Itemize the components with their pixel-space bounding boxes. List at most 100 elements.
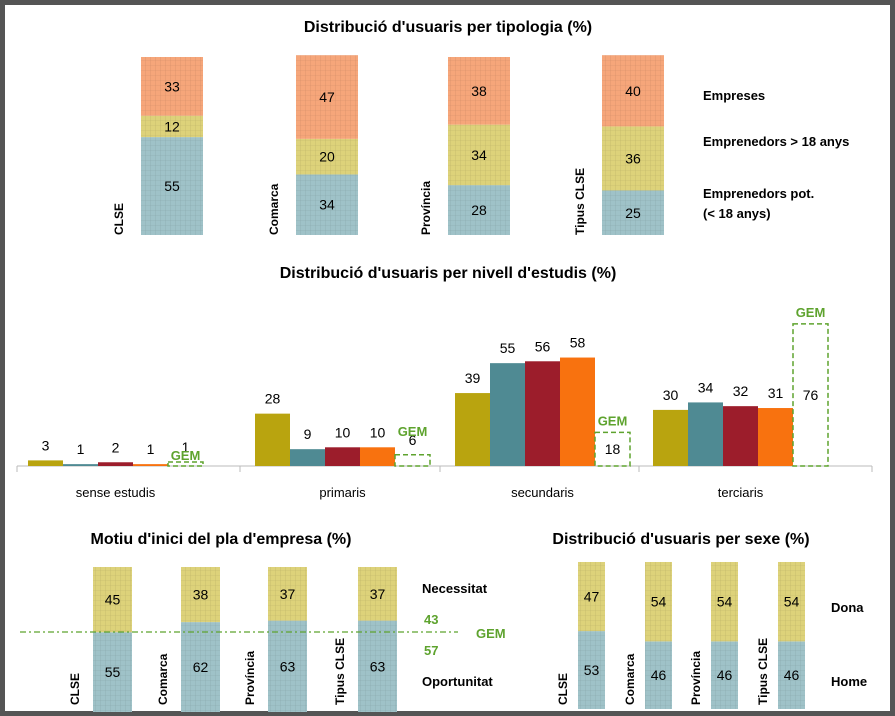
chart3-bar-0-1-texture xyxy=(181,622,220,712)
chart2-bar-1-1 xyxy=(290,449,325,466)
chart1-category-3: Tipus CLSE xyxy=(573,168,587,235)
chart2-category-3: terciaris xyxy=(718,485,764,500)
chart1-value-0-1: 34 xyxy=(319,197,335,213)
chart1-bar-2-2-texture xyxy=(448,57,510,125)
chart1-legend-2: Emprenedors pot. xyxy=(703,186,814,201)
chart3-category-0: CLSE xyxy=(68,673,82,705)
chart3-category-1: Comarca xyxy=(156,653,170,705)
chart2-value-1-2: 55 xyxy=(500,340,516,356)
chart4-bar-0-0-texture xyxy=(578,631,605,709)
chart2-bar-1-2 xyxy=(490,363,525,466)
chart4-bar-1-0-texture xyxy=(578,562,605,632)
chart4-value-1-3: 54 xyxy=(784,594,800,610)
chart2-value-0-2: 39 xyxy=(465,370,481,386)
chart1-bar-2-0-texture xyxy=(141,57,203,116)
chart3-category-2: Província xyxy=(243,651,257,705)
chart4-bar-1-3-texture xyxy=(778,562,805,642)
chart4-value-1-2: 54 xyxy=(717,594,733,610)
chart1-legend-3: (< 18 anys) xyxy=(703,206,771,221)
chart2-bar-2-0 xyxy=(98,462,133,466)
chart3-bar-1-3-texture xyxy=(358,567,397,621)
chart1-value-0-0: 55 xyxy=(164,178,180,194)
chart4-bar-0-2-texture xyxy=(711,641,738,709)
chart2-bar-1-3 xyxy=(688,402,723,466)
chart2-gem-bar-1 xyxy=(394,454,431,467)
chart2-gem-value-2: 18 xyxy=(605,441,621,457)
chart2-category-1: primaris xyxy=(319,485,366,500)
chart4-category-2: Província xyxy=(689,651,703,705)
chart2-value-1-1: 9 xyxy=(304,426,312,442)
chart3-bar-1-0-texture xyxy=(93,567,132,633)
chart4-bar-1-1-texture xyxy=(645,562,672,642)
chart1-bar-0-1-texture xyxy=(296,174,358,235)
chart2-bar-3-0 xyxy=(133,464,168,466)
chart2-gem-label-0: GEM xyxy=(171,448,201,463)
chart3-value-0-1: 62 xyxy=(193,659,209,675)
chart1-value-2-1: 47 xyxy=(319,89,335,105)
chart4-category-3: Tipus CLSE xyxy=(756,638,770,705)
chart3-value-1-3: 37 xyxy=(370,586,386,602)
chart1-title: Distribució d'usuaris per tipologia (%) xyxy=(304,19,592,36)
chart3-bar-1-2-texture xyxy=(268,567,307,621)
chart1-bar-0-3-texture xyxy=(602,190,664,235)
chart4-value-1-1: 54 xyxy=(651,594,667,610)
chart4-title: Distribució d'usuaris per sexe (%) xyxy=(552,531,809,548)
chart2-bar-0-1 xyxy=(255,413,290,466)
chart3-bar-0-0-texture xyxy=(93,632,132,712)
chart3-title: Motiu d'inici del pla d'empresa (%) xyxy=(91,531,352,548)
chart2-bar-3-1 xyxy=(360,447,395,466)
chart1-value-1-3: 36 xyxy=(625,150,641,166)
chart1-bar-2-3-texture xyxy=(602,55,664,127)
chart2-title: Distribució d'usuaris per nivell d'estud… xyxy=(280,265,617,282)
chart1-bar-1-1-texture xyxy=(296,138,358,175)
chart2-gem-bar-0 xyxy=(167,461,204,467)
chart1-value-1-1: 20 xyxy=(319,149,335,165)
chart3-value-1-0: 45 xyxy=(105,592,121,608)
chart4-bar-1-2-texture xyxy=(711,562,738,642)
chart2-gem-value-3: 76 xyxy=(803,387,819,403)
chart2-value-2-3: 32 xyxy=(733,383,749,399)
chart3-legend-1: Necessitat xyxy=(422,581,488,596)
chart3-bar-1-1-texture xyxy=(181,567,220,623)
chart2-gem-bar-2 xyxy=(594,431,631,467)
chart2-bar-3-3 xyxy=(758,408,793,466)
chart1-value-1-2: 34 xyxy=(471,147,487,163)
chart2-value-3-3: 31 xyxy=(768,385,784,401)
chart4-legend-1: Dona xyxy=(831,600,864,615)
chart4-value-1-0: 47 xyxy=(584,589,600,605)
chart1-bar-1-3-texture xyxy=(602,126,664,191)
chart3-value-1-1: 38 xyxy=(193,587,209,603)
chart1-category-0: CLSE xyxy=(112,203,126,235)
chart1-value-2-2: 38 xyxy=(471,83,487,99)
chart1-category-1: Comarca xyxy=(267,183,281,235)
chart3-value-0-3: 63 xyxy=(370,658,386,674)
chart2-value-2-0: 2 xyxy=(112,439,120,455)
chart1-bar-2-1-texture xyxy=(296,55,358,139)
chart4-value-0-3: 46 xyxy=(784,667,800,683)
chart2-gem-label-3: GEM xyxy=(796,305,826,320)
chart4-bar-0-1-texture xyxy=(645,641,672,709)
chart4-value-0-0: 53 xyxy=(584,662,600,678)
chart2-value-0-1: 28 xyxy=(265,391,281,407)
chart2-bar-2-2 xyxy=(525,361,560,466)
chart2-category-2: secundaris xyxy=(511,485,574,500)
chart4-value-0-2: 46 xyxy=(717,667,733,683)
chart2-gem-bar-3 xyxy=(792,323,829,467)
chart2-bar-3-2 xyxy=(560,357,595,466)
chart3-value-0-2: 63 xyxy=(280,658,296,674)
chart2-category-0: sense estudis xyxy=(76,485,156,500)
chart1-legend-1: Emprenedors > 18 anys xyxy=(703,134,849,149)
chart3-value-0-0: 55 xyxy=(105,664,121,680)
chart4-bar-0-3-texture xyxy=(778,641,805,709)
chart2-gem-label-2: GEM xyxy=(598,413,628,428)
chart1-bar-1-2-texture xyxy=(448,124,510,186)
chart2-value-3-2: 58 xyxy=(570,335,586,351)
chart1-bar-0-0-texture xyxy=(141,137,203,235)
chart3-legend-0: Oportunitat xyxy=(422,674,493,689)
chart1-value-0-3: 25 xyxy=(625,205,641,221)
chart1-bar-0-2-texture xyxy=(448,185,510,235)
chart4-value-0-1: 46 xyxy=(651,667,667,683)
chart2-bar-2-1 xyxy=(325,447,360,466)
chart2-value-0-0: 3 xyxy=(42,437,50,453)
